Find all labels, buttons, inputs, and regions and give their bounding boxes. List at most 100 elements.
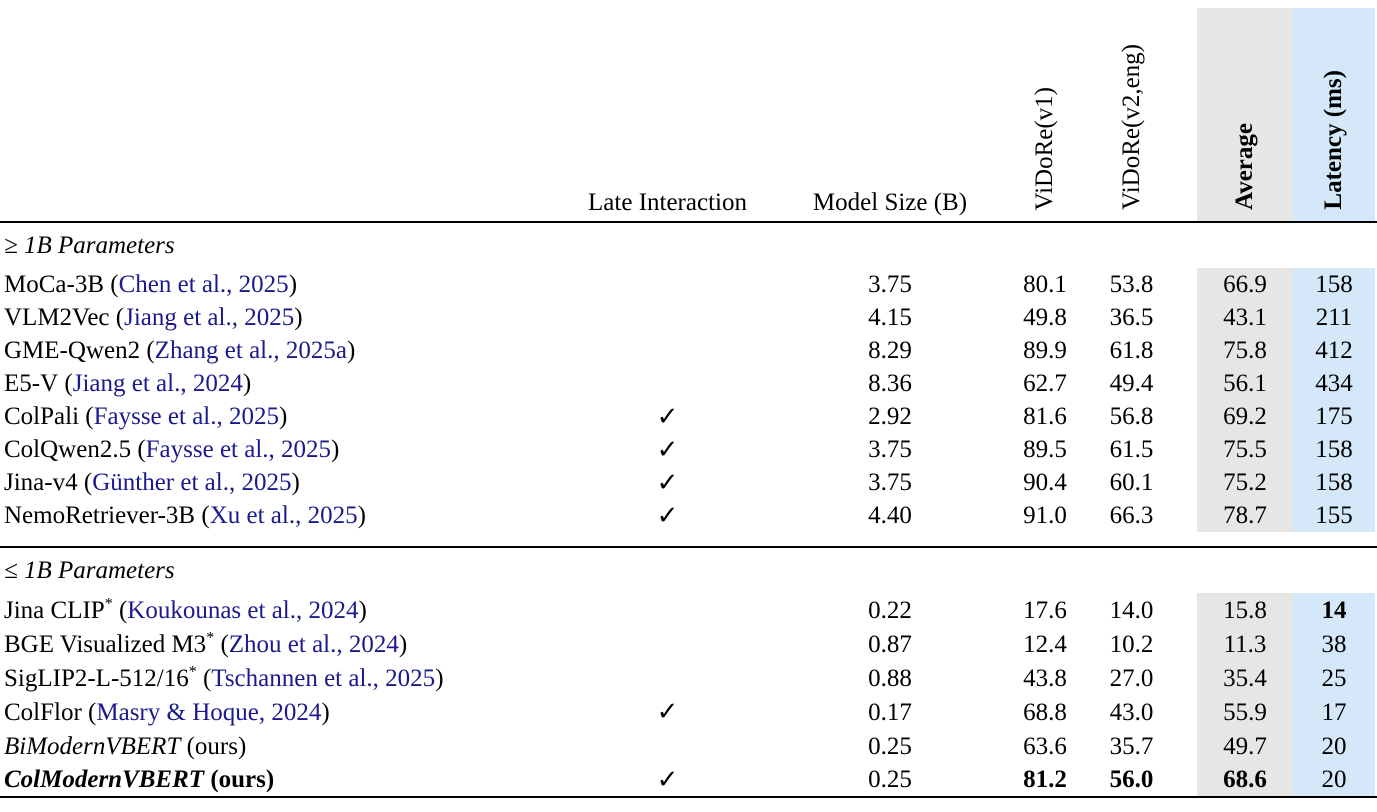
cell-model: VLM2Vec (Jiang et al., 2025) (0, 301, 560, 334)
cell-vidore-v1: 81.6 (1023, 403, 1067, 430)
table-row: ColFlor (Masry & Hoque, 2024) ✓ 0.17 68.… (0, 695, 1377, 729)
model-post: ) (278, 403, 288, 430)
cell-late-interaction: ✓ (560, 499, 775, 532)
cell-late-interaction (560, 729, 775, 763)
cell-vidore-v2: 56.0 (1085, 763, 1178, 798)
cell-average: 66.9 (1197, 268, 1293, 301)
cell-latency: 412 (1293, 334, 1375, 367)
cell-model: Jina-v4 (Günther et al., 2025) (0, 466, 560, 499)
model-name: MoCa-3B (4, 271, 104, 298)
col-header-average: Average (1197, 8, 1293, 223)
model-mid: ( (104, 271, 119, 298)
citation-link[interactable]: Jiang et al., 2025 (124, 304, 295, 331)
model-name: ColPali (4, 403, 80, 430)
gap-cell (1178, 627, 1197, 661)
cell-model: BGE Visualized M3* (Zhou et al., 2024) (0, 627, 560, 661)
cell-average: 75.2 (1197, 466, 1293, 499)
cell-model: ColModernVBERT (ours) (0, 763, 560, 798)
cell-vidore-v2: 35.7 (1109, 732, 1154, 760)
table-row: BGE Visualized M3* (Zhou et al., 2024) 0… (0, 627, 1377, 661)
citation-link[interactable]: Faysse et al., 2025 (93, 403, 279, 430)
cell-model-size: 8.36 (868, 370, 912, 397)
model-post: ) (346, 337, 356, 364)
section-header-row: ≥ 1B Parameters (0, 222, 1377, 268)
cell-model: SigLIP2-L-512/16* (Tschannen et al., 202… (0, 661, 560, 695)
cell-vidore-v1: 89.5 (1023, 436, 1067, 463)
cell-latency: 158 (1293, 466, 1375, 499)
cell-late-interaction (560, 661, 775, 695)
model-post: ) (242, 370, 252, 397)
model-post: ) (291, 469, 300, 496)
cell-latency: 38 (1293, 627, 1375, 661)
model-mid: ( (77, 469, 93, 496)
model-name: BGE Visualized M3 (4, 630, 207, 658)
citation-link[interactable]: Jiang et al., 2024 (72, 370, 243, 397)
cell-average: 43.1 (1197, 301, 1293, 334)
model-name: E5-V (4, 370, 59, 397)
cell-model-size: 0.17 (868, 698, 912, 726)
gap-cell (1178, 593, 1197, 627)
cell-average: 35.4 (1197, 661, 1293, 695)
cell-model: ColQwen2.5 (Faysse et al., 2025) (0, 433, 560, 466)
gap-cell (1178, 729, 1197, 763)
cell-late-interaction (560, 367, 775, 400)
cell-vidore-v1: 80.1 (1023, 271, 1067, 298)
cell-vidore-v1: 12.4 (1023, 630, 1067, 658)
cell-vidore-v1: 49.8 (1023, 304, 1067, 331)
col-header-vidore-v2: ViDoRe(v2,eng) (1085, 8, 1178, 223)
cell-latency: 155 (1293, 499, 1375, 532)
gap-cell (1178, 8, 1197, 223)
model-mid: ( (109, 304, 125, 331)
table-row: Jina-v4 (Günther et al., 2025) ✓ 3.75 90… (0, 466, 1377, 499)
cell-vidore-v2: 60.1 (1109, 469, 1154, 496)
cell-vidore-v1: 89.9 (1023, 337, 1067, 364)
cell-vidore-v2: 53.8 (1109, 271, 1154, 298)
checkmark-icon: ✓ (656, 764, 679, 795)
model-mid: ( (195, 502, 210, 529)
gap-cell (1178, 763, 1197, 798)
citation-link[interactable]: Zhou et al., 2024 (228, 630, 399, 658)
col-header-latency: Latency (ms) (1293, 8, 1375, 223)
cell-average: 75.5 (1197, 433, 1293, 466)
model-post: ) (357, 502, 366, 529)
model-mid: ( (131, 436, 146, 463)
cell-late-interaction (560, 301, 775, 334)
cell-model: E5-V (Jiang et al., 2024) (0, 367, 560, 400)
cell-model: Jina CLIP* (Koukounas et al., 2024) (0, 593, 560, 627)
gap-cell (1178, 499, 1197, 532)
cell-vidore-v2: 43.0 (1109, 698, 1154, 726)
section-divider (0, 532, 1377, 548)
cell-latency: 158 (1293, 433, 1375, 466)
cell-vidore-v2: 56.8 (1109, 403, 1154, 430)
citation-link[interactable]: Masry & Hoque, 2024 (96, 698, 322, 726)
table-row: ColPali (Faysse et al., 2025) ✓ 2.92 81.… (0, 400, 1377, 433)
table-row: GME-Qwen2 (Zhang et al., 2025a) 8.29 89.… (0, 334, 1377, 367)
citation-link[interactable]: Tschannen et al., 2025 (211, 664, 436, 692)
cell-vidore-v1: 81.2 (1005, 763, 1085, 798)
cell-late-interaction (560, 593, 775, 627)
citation-link[interactable]: Chen et al., 2025 (118, 271, 289, 298)
cell-model: GME-Qwen2 (Zhang et al., 2025a) (0, 334, 560, 367)
cell-vidore-v1: 43.8 (1023, 664, 1067, 692)
cell-model: ColFlor (Masry & Hoque, 2024) (0, 695, 560, 729)
citation-link[interactable]: Xu et al., 2025 (209, 502, 358, 529)
cell-model: BiModernVBERT (ours) (0, 729, 560, 763)
cell-late-interaction: ✓ (560, 695, 775, 729)
model-post: ) (294, 304, 303, 331)
citation-link[interactable]: Zhang et al., 2025a (154, 337, 347, 364)
model-mid: ( (196, 664, 212, 692)
citation-link[interactable]: Faysse et al., 2025 (145, 436, 332, 463)
table-row: ColQwen2.5 (Faysse et al., 2025) ✓ 3.75 … (0, 433, 1377, 466)
checkmark-icon: ✓ (656, 500, 679, 531)
cell-latency: 20 (1293, 729, 1375, 763)
model-mid: (ours) (180, 732, 247, 760)
cell-average: 55.9 (1197, 695, 1293, 729)
cell-vidore-v1: 62.7 (1023, 370, 1067, 397)
model-name: ColQwen2.5 (4, 436, 132, 463)
cell-latency: 20 (1293, 763, 1375, 798)
citation-link[interactable]: Koukounas et al., 2024 (127, 596, 359, 624)
model-name: VLM2Vec (4, 304, 110, 331)
table-row: MoCa-3B (Chen et al., 2025) 3.75 80.1 53… (0, 268, 1377, 301)
model-post: ) (398, 630, 408, 658)
citation-link[interactable]: Günther et al., 2025 (92, 469, 292, 496)
